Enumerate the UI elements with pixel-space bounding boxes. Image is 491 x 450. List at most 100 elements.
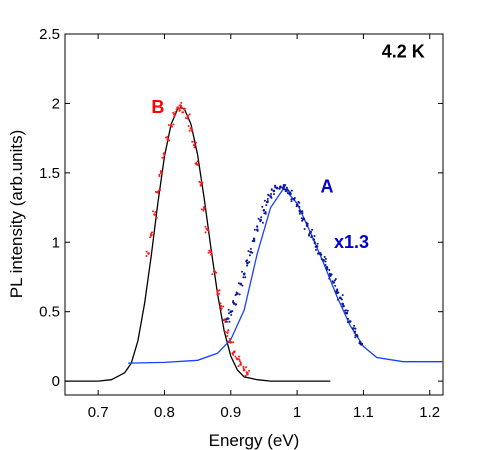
data-point-scatter [256, 229, 259, 232]
data-point-scatter [195, 141, 197, 144]
data-point-scatter [340, 297, 343, 300]
data-point-scatter [341, 294, 344, 297]
data-point-scatter [223, 318, 226, 321]
data-point-scatter [245, 260, 248, 263]
data-point-scatter [273, 193, 275, 195]
data-point-scatter [218, 292, 220, 295]
data-point-scatter [315, 248, 317, 251]
data-point-scatter [301, 212, 304, 215]
data-point-scatter [270, 188, 273, 191]
data-point-scatter [353, 331, 356, 334]
data-point-scatter [239, 361, 242, 364]
data-point-scatter [204, 225, 207, 228]
data-point-scatter [150, 232, 153, 235]
data-point-scatter [361, 342, 364, 345]
data-point [193, 143, 196, 147]
data-point-scatter [251, 251, 254, 254]
data-point-scatter [245, 366, 248, 369]
data-point-scatter [191, 140, 194, 143]
data-point-scatter [320, 258, 323, 261]
data-point-scatter [227, 317, 230, 320]
data-point-scatter [310, 230, 312, 233]
data-point-scatter [324, 257, 327, 260]
x-tick-label: 1.2 [419, 404, 440, 421]
data-point-scatter [336, 288, 339, 291]
data-point-scatter [323, 255, 326, 258]
data-point-scatter [261, 205, 264, 208]
data-point-scatter [302, 218, 304, 221]
data-point-scatter [193, 146, 196, 149]
data-point [275, 186, 279, 190]
data-point-scatter [167, 124, 170, 126]
data-point-scatter [219, 302, 222, 305]
data-point-scatter [328, 269, 331, 271]
data-point-scatter [292, 198, 295, 201]
data-point-scatter [266, 197, 269, 200]
data-point-scatter [187, 125, 190, 127]
data-point-scatter [239, 283, 242, 286]
data-point-scatter [257, 217, 260, 220]
data-point-scatter [180, 107, 183, 109]
data-point-scatter [154, 190, 157, 193]
data-point-scatter [202, 209, 205, 212]
data-point-scatter [241, 270, 243, 273]
data-point [246, 261, 249, 265]
data-point-scatter [220, 307, 223, 310]
data-point-scatter [166, 135, 169, 138]
data-point-scatter [283, 185, 286, 188]
data-points [145, 101, 364, 377]
data-point-scatter [245, 371, 248, 374]
data-point-scatter [183, 107, 186, 110]
fit-line-1 [127, 187, 443, 364]
data-point [322, 259, 325, 262]
data-point-scatter [354, 336, 357, 339]
data-point-scatter [210, 253, 213, 256]
data-point [262, 209, 266, 212]
data-point-scatter [300, 217, 303, 220]
data-point-scatter [298, 209, 301, 212]
data-point [199, 184, 203, 187]
data-point-scatter [188, 129, 191, 132]
data-point-scatter [165, 136, 167, 139]
data-point-scatter [272, 190, 275, 193]
data-point-scatter [173, 115, 176, 118]
data-point-scatter [313, 242, 316, 245]
data-point-scatter [232, 300, 235, 302]
data-point-scatter [178, 104, 181, 107]
data-point-scatter [306, 222, 309, 225]
data-point-scatter [290, 189, 293, 192]
data-point-scatter [227, 308, 230, 311]
annotations: 4.2 K B Ax1.3 [151, 42, 424, 252]
data-point-scatter [224, 330, 227, 333]
data-point-scatter [259, 220, 262, 223]
data-point-scatter [247, 250, 250, 252]
data-point-scatter [233, 350, 236, 353]
data-point-scatter [356, 335, 359, 338]
data-point-scatter [331, 280, 334, 283]
data-point-scatter [353, 324, 356, 327]
data-point-scatter [345, 309, 347, 312]
data-point-scatter [163, 151, 166, 154]
data-point-scatter [293, 197, 296, 199]
data-point-scatter [151, 210, 154, 213]
data-point-scatter [232, 341, 235, 344]
data-point-scatter [244, 276, 247, 279]
y-tick-label: 0.5 [39, 304, 60, 321]
data-point-scatter [178, 109, 181, 112]
x-tick-label: 1 [293, 404, 301, 421]
data-point-scatter [205, 227, 208, 230]
data-point-scatter [324, 260, 327, 263]
annotation-label: x1.3 [334, 232, 369, 252]
data-point-scatter [172, 123, 175, 126]
data-point-scatter [279, 185, 282, 188]
y-tick-label: 1 [52, 234, 60, 251]
data-point-scatter [320, 253, 323, 256]
data-point-scatter [354, 327, 357, 330]
data-point-scatter [313, 235, 316, 237]
data-point-scatter [242, 369, 245, 372]
data-point-scatter [237, 365, 240, 368]
x-axis-ticks: 0.7 0.8 0.9 1 1.1 1.2 [88, 34, 440, 421]
data-point-scatter [241, 284, 244, 287]
data-point-scatter [337, 291, 340, 294]
data-point-scatter [242, 276, 245, 279]
